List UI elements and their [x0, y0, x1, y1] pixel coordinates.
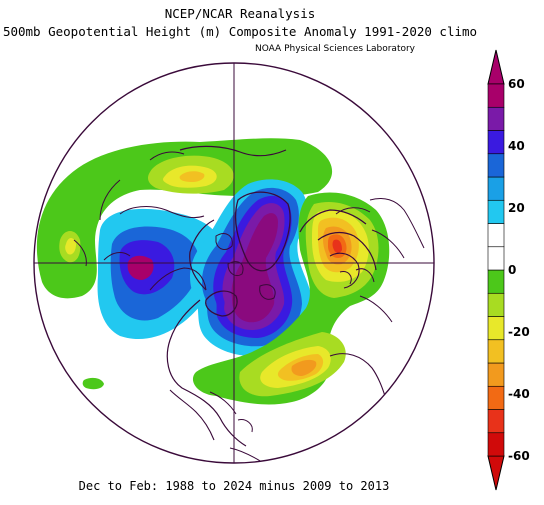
- map-boundary: [33, 62, 435, 464]
- colorbar-segment: [487, 199, 505, 224]
- colorbar-segment: [487, 130, 505, 155]
- period-caption: Dec to Feb: 1988 to 2024 minus 2009 to 2…: [78, 479, 390, 493]
- positive-anomaly-atlantic: [192, 192, 390, 405]
- colorbar-segment: [487, 83, 505, 108]
- colorbar-segment: [487, 409, 505, 434]
- hudson-bay-outline: [205, 290, 238, 317]
- title-line-1: NCEP/NCAR Reanalysis: [164, 6, 316, 21]
- colorbar-tick-label: -20: [508, 325, 530, 339]
- colorbar-segment: [487, 362, 505, 387]
- colorbar-segment: [487, 223, 505, 248]
- colorbar-bottom-arrow: [487, 455, 505, 491]
- colorbar-tick-label: 20: [508, 201, 525, 215]
- colorbar-top-arrow: [487, 49, 505, 85]
- colorbar-segment: [487, 432, 505, 457]
- positive-patch-small: [82, 377, 104, 390]
- colorbar-segment: [487, 292, 505, 317]
- colorbar-segment: [487, 269, 505, 294]
- colorbar-segment: [487, 153, 505, 178]
- colorbar-segment: [487, 176, 505, 201]
- credit-label: NOAA Physical Sciences Laboratory: [254, 44, 416, 54]
- colorbar-tick-label: -60: [508, 449, 530, 463]
- colorbar-segment: [487, 316, 505, 341]
- colorbar-ticks: 60 40 20 0 -20 -40 -60: [508, 77, 530, 463]
- colorbar-tick-label: 60: [508, 77, 525, 91]
- colorbar-tick-label: 0: [508, 263, 516, 277]
- negative-anomaly-west: [97, 208, 223, 340]
- colorbar-tick-label: -40: [508, 387, 530, 401]
- greenland-outline: [234, 191, 291, 272]
- colorbar-segment: [487, 339, 505, 364]
- colorbar-segment: [487, 106, 505, 131]
- positive-anomaly-pacific: [36, 138, 333, 299]
- title-line-2: 500mb Geopotential Height (m) Composite …: [2, 24, 478, 39]
- colorbar-tick-label: 40: [508, 139, 525, 153]
- colorbar-segment: [487, 385, 505, 410]
- colorbar-segments: [487, 49, 505, 491]
- colorbar-segment: [487, 246, 505, 271]
